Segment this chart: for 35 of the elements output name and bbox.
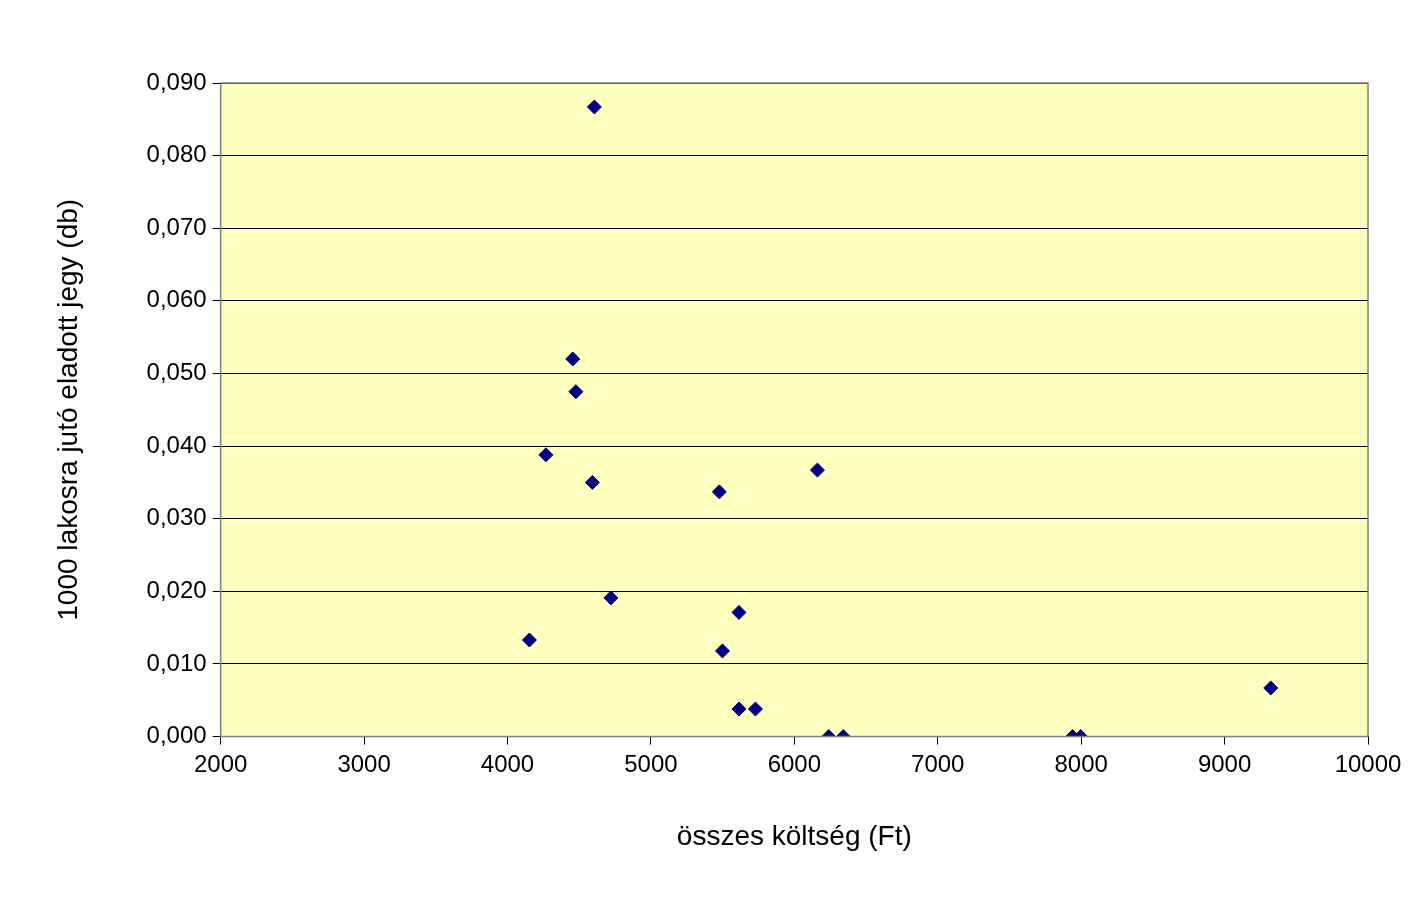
point — [568, 384, 584, 400]
y-tick-label: 0,030 — [146, 503, 207, 531]
point — [584, 474, 600, 490]
y-tick-label: 0,040 — [146, 430, 207, 458]
x-tick-label: 2000 — [193, 749, 248, 777]
point — [565, 351, 581, 367]
x-tick-label: 4000 — [480, 749, 535, 777]
y-tick-label: 0,060 — [146, 285, 207, 313]
x-tick-label: 3000 — [337, 749, 391, 777]
point — [714, 643, 730, 659]
y-tick-label: 0,090 — [146, 67, 207, 95]
y-tick-label: 0,050 — [146, 358, 207, 386]
y-tick-label: 0,010 — [146, 648, 207, 676]
point — [711, 484, 727, 500]
y-axis-title: 1000 lakosra jutó eladott jegy (db) — [51, 198, 83, 621]
point — [809, 462, 825, 478]
point — [1263, 680, 1279, 696]
y-tick-label: 0,020 — [146, 575, 207, 603]
point — [521, 632, 537, 648]
point — [603, 590, 619, 606]
point — [586, 99, 602, 115]
y-tick-label: 0,000 — [146, 721, 207, 749]
x-tick-label: 9000 — [1197, 749, 1252, 777]
y-tick-label: 0,070 — [146, 212, 207, 240]
x-tick-label: 10000 — [1334, 749, 1402, 777]
x-tick-label: 7000 — [911, 749, 965, 777]
x-tick-label: 5000 — [624, 749, 678, 777]
x-axis-title: összes költség (Ft) — [676, 819, 912, 851]
x-tick-label: 6000 — [767, 749, 822, 777]
point — [731, 604, 747, 620]
point — [731, 701, 747, 717]
point — [538, 447, 554, 463]
point — [747, 701, 763, 717]
x-tick-label: 8000 — [1054, 749, 1108, 777]
y-tick-label: 0,080 — [146, 140, 207, 168]
